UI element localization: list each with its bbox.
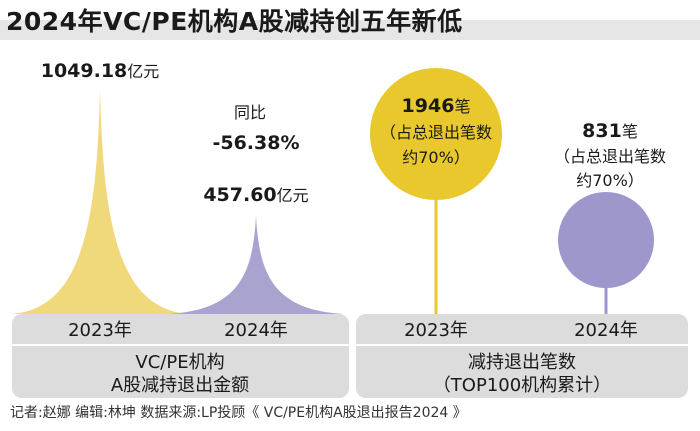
yoy-label: 同比 xyxy=(234,103,266,122)
deals-note-2024-line1: （占总退出笔数 xyxy=(554,147,666,166)
right-panel xyxy=(356,314,688,398)
amount-spike-2023 xyxy=(10,88,190,314)
deals-caption-line2: （TOP100机构累计） xyxy=(433,375,611,396)
deals-label-2023: 1946笔 xyxy=(402,95,471,117)
deals-note-2024-line2: 约70%） xyxy=(576,171,644,190)
amount-category-2023: 2023年 xyxy=(68,320,132,341)
deals-circle-2024 xyxy=(558,192,654,288)
deals-label-2024: 831笔 xyxy=(582,120,638,142)
deals-caption-line1: 减持退出笔数 xyxy=(468,352,576,373)
amount-category-2024: 2024年 xyxy=(224,320,288,341)
left-panel xyxy=(12,314,349,398)
yoy-value: -56.38% xyxy=(212,132,299,154)
amount-label-2023: 1049.18亿元 xyxy=(41,60,160,82)
amount-caption-line2: A股减持退出金额 xyxy=(111,375,249,396)
title-bar: 2024年VC/PE机构A股减持创五年新低 xyxy=(0,0,700,40)
amount-label-2024: 457.60亿元 xyxy=(203,184,308,206)
source-footer: 记者:赵娜 编辑:林坤 数据来源:LP投顾《 VC/PE机构A股退出报告2024… xyxy=(10,405,467,421)
deals-note-2023-line2: 约70%） xyxy=(402,148,470,167)
deals-note-2023-line1: （占总退出笔数 xyxy=(380,123,492,142)
amount-caption-line1: VC/PE机构 xyxy=(135,352,224,373)
page-title: 2024年VC/PE机构A股减持创五年新低 xyxy=(6,7,463,36)
deals-category-2024: 2024年 xyxy=(574,320,638,341)
amount-spike-2024 xyxy=(168,215,344,314)
deals-circle-2023 xyxy=(370,68,502,200)
deals-category-2023: 2023年 xyxy=(404,320,468,341)
